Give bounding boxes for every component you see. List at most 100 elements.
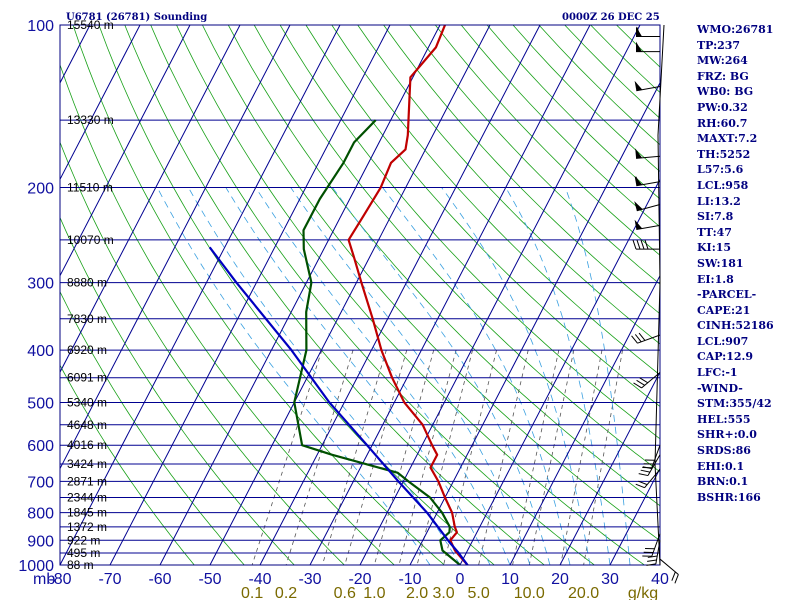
mixing-ratio-line (251, 349, 323, 565)
isotherm (209, 25, 491, 565)
wind-profile-line (654, 24, 665, 566)
index-item: CAPE:21 (697, 303, 751, 317)
index-item: STM:355/42 (697, 397, 772, 411)
temperature-axis: mb-80 -70 -60 -50 -40 -30 -20 -10 0 10 20 30 40 (33, 571, 669, 588)
temperature-tick-label: -70 (98, 571, 121, 588)
wind-barb (636, 155, 661, 159)
index-item: WMO:26781 (697, 23, 774, 36)
index-item: KI:15 (697, 241, 732, 255)
mixing-ratio-label: 0.6 (334, 585, 356, 600)
mixing-ratio-label: 1.0 (363, 585, 385, 600)
mixing-ratio-label: 3.0 (432, 585, 454, 600)
chart-time: 0000Z 26 DEC 25 (562, 12, 660, 23)
dry-adiabat (72, 25, 445, 565)
index-item: EI:1.8 (697, 272, 734, 286)
wind-barb-feather (636, 379, 645, 386)
dry-adiabat (98, 25, 495, 565)
wind-barb-feather (640, 239, 645, 250)
pressure-label: 400 (27, 343, 54, 360)
mixing-ratio-unit-label: g/kg (628, 585, 658, 600)
parcel-path-line (208, 246, 469, 565)
wind-profile (631, 24, 679, 584)
wind-barb-feather (642, 466, 653, 470)
isotherm (509, 274, 660, 565)
mixing-ratio-line (285, 349, 354, 565)
wind-barb-feather (640, 469, 651, 473)
pressure-label: 900 (27, 533, 54, 550)
pressure-label: 300 (27, 276, 54, 293)
pressure-label: 200 (27, 181, 54, 198)
wind-barb (651, 445, 661, 468)
wind-barb-feather (647, 559, 657, 562)
wind-barb-flag (636, 26, 642, 37)
height-label: 1372 m (67, 520, 107, 534)
mixing-ratio-line (398, 350, 457, 565)
sounding-indices: WMO:26781 TP:237 MW:264 FRZ: BG WB0: BG PW:0.… (697, 22, 774, 505)
moist-adiabat (255, 187, 511, 565)
mixing-ratio-line (344, 350, 408, 565)
wind-barb-feather (636, 239, 641, 250)
grid (60, 25, 660, 565)
temperature-tick-label: -10 (398, 571, 421, 588)
index-item: L57:5.6 (697, 163, 744, 177)
height-label: 5340 m (67, 395, 107, 409)
index-item: LFC:-1 (697, 366, 738, 380)
index-item: TT:47 (697, 225, 732, 239)
mixing-ratio-label: 0.2 (275, 585, 297, 600)
height-label: 922 m (67, 533, 100, 547)
index-item: TH:5252 (697, 147, 751, 161)
wind-barb-feather (631, 335, 638, 344)
index-item: LCL:958 (697, 178, 749, 192)
index-item: CAP:12.9 (697, 350, 754, 364)
temperature-tick-label: 10 (501, 571, 519, 588)
wind-barb-feather (644, 239, 649, 250)
pressure-label: 800 (27, 506, 54, 523)
height-label: 4016 m (67, 438, 107, 452)
pressure-label: 500 (27, 395, 54, 412)
height-label: 13330 m (67, 113, 114, 127)
isotherm (60, 25, 241, 374)
wind-barb-feather (647, 555, 658, 558)
height-label: 8880 m (67, 276, 107, 290)
mixing-ratio-axis: 0.1 0.2 0.6 1.0 2.0 3.0 5.0 10.0 20.0 g/kg (241, 585, 658, 600)
temperature-tick-label: -50 (198, 571, 221, 588)
isotherm (60, 25, 291, 470)
wind-barb-feather (632, 239, 637, 250)
wind-barb-feather (635, 176, 641, 186)
isotherm (60, 25, 141, 181)
wind-barb-flag (635, 148, 643, 159)
moist-adiabat (565, 187, 631, 565)
dewpoint-line (293, 119, 461, 565)
height-label: 1845 m (67, 506, 107, 520)
index-item: BSHR:166 (697, 490, 761, 504)
temperature-tick-label: -20 (348, 571, 371, 588)
temperature-tick-label: 30 (601, 571, 619, 588)
pressure-label: 100 (27, 18, 54, 35)
moist-adiabat (188, 187, 461, 565)
wind-barb-feather (638, 332, 646, 341)
isotherm (409, 81, 660, 565)
mixing-ratio-line (443, 350, 497, 565)
wind-barb-feather (638, 480, 648, 486)
moist-adiabat (156, 187, 431, 565)
mixing-ratio-label: 2.0 (406, 585, 428, 600)
mixing-ratio-label: 20.0 (568, 585, 599, 600)
index-item: LI:13.2 (697, 194, 741, 208)
wind-barb-feather (638, 473, 649, 477)
moist-adiabat (332, 187, 551, 565)
height-label: 6920 m (67, 343, 107, 357)
temperature-tick-label: -80 (48, 571, 71, 588)
height-label: 3424 m (67, 457, 107, 471)
index-item: SI:7.8 (697, 210, 734, 224)
height-label: 6091 m (67, 371, 107, 385)
mixing-ratio-label: 10.0 (514, 585, 545, 600)
index-item: RH:60.7 (697, 116, 748, 130)
wind-barb-flag (634, 219, 643, 230)
temperature-tick-label: 20 (551, 571, 569, 588)
chart-title: U6781 (26781) Sounding (66, 12, 207, 23)
index-item: -WIND- (697, 381, 743, 395)
isotherm (159, 25, 441, 565)
index-item: -PARCEL- (697, 288, 757, 302)
index-item: MW:264 (697, 54, 748, 68)
wind-barb-flag (634, 80, 643, 91)
